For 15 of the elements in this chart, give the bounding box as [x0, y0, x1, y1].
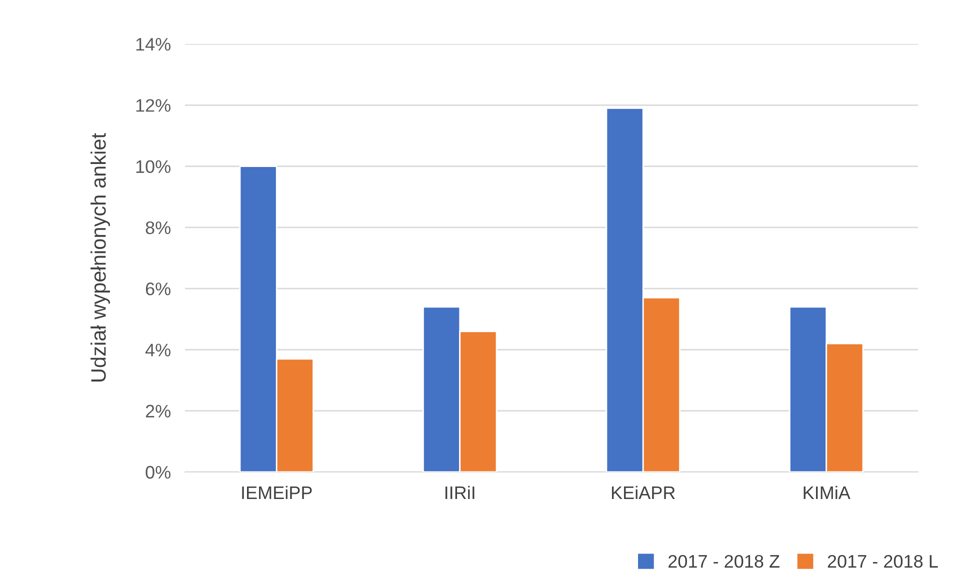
y-axis-title: Udział wypełnionych ankiet — [90, 133, 110, 382]
y-tick-label: 14% — [136, 38, 170, 51]
x-tick-label: IIRiI — [445, 486, 474, 499]
y-tick-label: 10% — [136, 160, 170, 174]
x-tick-label: KIMiA — [804, 486, 850, 499]
y-tick-label: 0% — [146, 466, 170, 479]
y-tick-label: 2% — [146, 404, 170, 418]
y-tick-label: 8% — [146, 221, 170, 234]
legend-label: 2017 - 2018 L — [828, 554, 938, 568]
y-tick-label: 12% — [136, 99, 170, 112]
x-tick-label: KEiAPR — [612, 486, 675, 499]
x-tick-label: IEMEiPP — [242, 486, 312, 499]
legend-label: 2017 - 2018 Z — [668, 554, 780, 568]
y-tick-label: 4% — [145, 344, 170, 356]
y-tick-label: 6% — [146, 282, 170, 296]
